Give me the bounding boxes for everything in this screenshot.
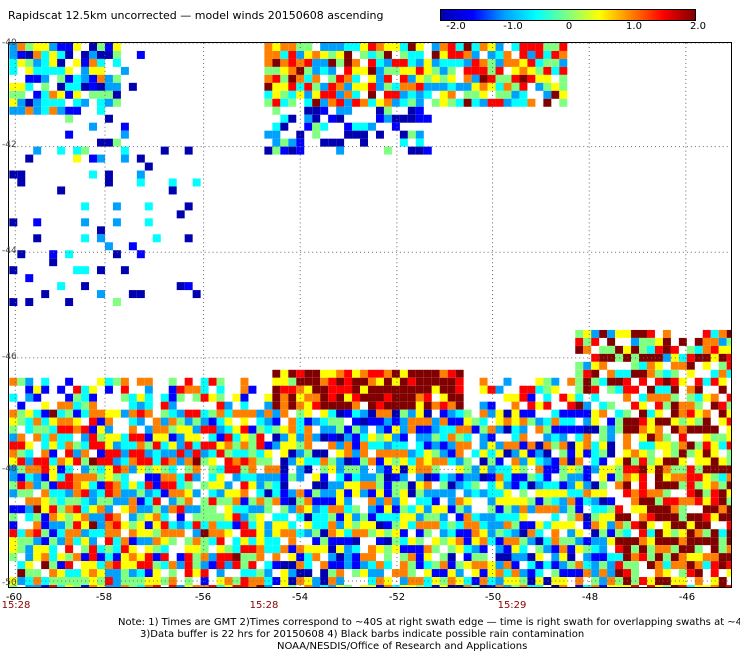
swath-time: 15:29 xyxy=(497,600,527,611)
lat-label: -42 xyxy=(2,140,17,150)
note-line-1: Note: 1) Times are GMT 2)Times correspon… xyxy=(118,617,740,628)
colorbar-tick: 1.0 xyxy=(626,21,642,32)
colorbar-tick: 2.0 xyxy=(690,21,706,32)
swath-time: 15:28 xyxy=(249,600,279,611)
colorbar xyxy=(440,9,696,21)
lon-label: -60 xyxy=(5,592,23,603)
map-title: Rapidscat 12.5km uncorrected — model win… xyxy=(8,9,384,22)
lon-label: -48 xyxy=(581,592,599,603)
swath-pixels xyxy=(9,43,731,587)
lat-label: -48 xyxy=(2,464,17,474)
wind-difference-map xyxy=(8,42,732,588)
colorbar-tick: 0 xyxy=(565,21,573,32)
colorbar-tick: -2.0 xyxy=(446,21,466,32)
lat-label: -40 xyxy=(2,38,17,48)
lon-label: -56 xyxy=(194,592,212,603)
lat-label: -50 xyxy=(2,578,17,588)
lat-label: -44 xyxy=(2,246,17,256)
colorbar-tick: -1.0 xyxy=(503,21,523,32)
note-line-2: 3)Data buffer is 22 hrs for 20150608 4) … xyxy=(140,629,585,640)
note-line-3: NOAA/NESDIS/Office of Research and Appli… xyxy=(277,641,528,652)
lon-label: -52 xyxy=(388,592,406,603)
lon-label: -46 xyxy=(678,592,696,603)
lon-label: -54 xyxy=(291,592,309,603)
lat-label: -46 xyxy=(2,352,17,362)
lon-label: -50 xyxy=(484,592,502,603)
lon-label: -58 xyxy=(95,592,113,603)
swath-time: 15:28 xyxy=(1,600,31,611)
